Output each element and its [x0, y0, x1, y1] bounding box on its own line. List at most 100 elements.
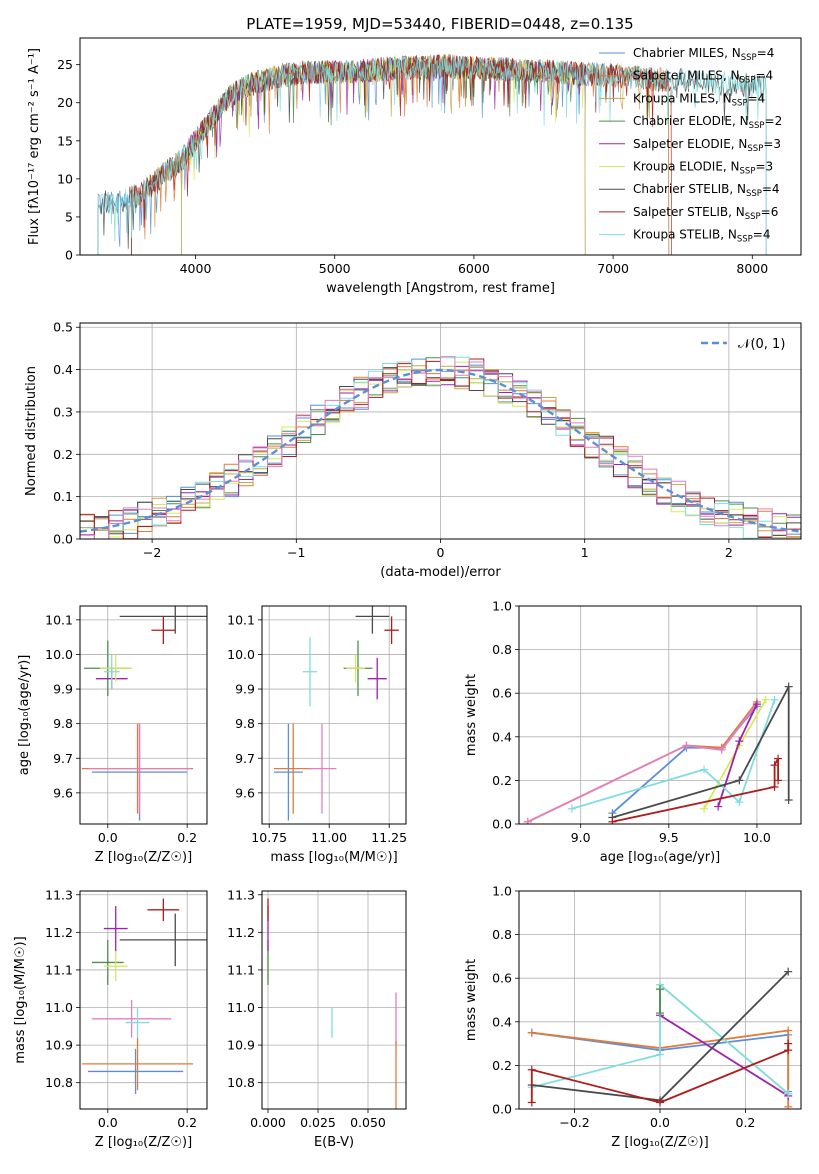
spectrum-legend: Chabrier MILES, NSSP=4 Salpeter MILES, NS… — [599, 46, 782, 245]
y-tick-label: 9.8 — [53, 716, 73, 731]
y-tick-label: 10.0 — [45, 647, 73, 662]
legend-label: Chabrier MILES, NSSP=4 — [633, 46, 774, 63]
axes-frame — [518, 605, 802, 825]
legend-label-tail: =4 — [748, 91, 766, 105]
y-axis-label: Normed distribution — [24, 366, 39, 496]
x-tick-label: 0.050 — [350, 1115, 386, 1130]
legend-label-sub: SSP — [741, 53, 757, 63]
plot-area — [523, 682, 793, 824]
x-tick-label: 0.2 — [177, 1115, 197, 1130]
x-axis-label: age [log₁₀(age/yr)] — [600, 850, 721, 865]
y-tick-label: 11.3 — [45, 887, 73, 902]
y-tick-label: 0.5 — [53, 320, 73, 335]
y-tick-label: 11.3 — [227, 887, 255, 902]
spectrum-panel: 4000 5000 6000 7000 8000 0 5 10 15 20 25 wavelength… — [27, 37, 802, 296]
plot-area — [81, 606, 207, 821]
histogram-step-9 — [80, 356, 801, 539]
x-tick-label: 0.2 — [177, 830, 197, 845]
x-tick-label: 9.0 — [571, 830, 591, 845]
legend-label: Chabrier ELODIE, NSSP=2 — [633, 114, 782, 131]
mass-weight-line-5 — [571, 699, 776, 810]
y-axis-label: mass weight — [464, 959, 479, 1041]
y-tick-label: 0.6 — [492, 971, 512, 986]
y-tick-label: 10.8 — [227, 1075, 255, 1090]
legend-label: Kroupa STELIB, NSSP=4 — [633, 228, 771, 245]
legend-label-sub: SSP — [732, 98, 748, 108]
plot-area — [274, 606, 399, 821]
legend-label-tail: =3 — [755, 160, 773, 174]
y-tick-label: 0.1 — [53, 489, 73, 504]
y-tick-label: 0.0 — [492, 1102, 512, 1117]
x-tick-label: 2 — [725, 545, 733, 560]
y-tick-label: 0.4 — [492, 729, 512, 744]
legend-label: Salpeter MILES, NSSP=4 — [633, 69, 773, 86]
legend-gauss-label: 𝒩(0, 1) — [738, 337, 785, 352]
legend-label: Salpeter STELIB, NSSP=6 — [633, 205, 778, 222]
legend-label-tail: =4 — [755, 69, 773, 83]
y-tick-label: 9.8 — [235, 716, 255, 731]
y-tick-label: 0.8 — [492, 927, 512, 942]
mass-weight-vs-age-panel: 9.0 9.5 10.0 0.0 0.2 0.4 0.6 0.8 1.0 age [log₁₀(a… — [464, 599, 802, 865]
x-tick-label: 11.25 — [371, 830, 407, 845]
y-tick-label: 0.2 — [53, 447, 73, 462]
residual-histogram-panel: −2 −1 0 1 2 0.0 0.1 0.2 0.3 0.4 0.5 (data-model)/er… — [24, 320, 802, 580]
x-tick-label: 1 — [581, 545, 589, 560]
age-vs-metallicity-panel: 0.0 0.2 9.6 9.7 9.8 9.9 10.0 10.1 Z [log₁₀(Z/Z☉)… — [17, 605, 208, 865]
legend-label: Salpeter ELODIE, NSSP=3 — [633, 137, 781, 154]
y-tick-label: 5 — [65, 209, 73, 224]
x-tick-label: 5000 — [319, 261, 351, 276]
x-tick-label: 4000 — [180, 261, 212, 276]
x-axis-label: E(B-V) — [314, 1135, 354, 1150]
y-axis-label: mass [log₁₀(M/M☉)] — [13, 936, 28, 1063]
y-tick-label: 11.2 — [227, 925, 255, 940]
age-vs-mass-panel: 10.75 11.00 11.25 9.6 9.7 9.8 9.9 10.0 10.1 mass … — [227, 605, 407, 865]
legend-label-sub: SSP — [737, 235, 753, 245]
x-axis-label: Z [log₁₀(Z/Z☉)] — [95, 850, 192, 865]
plot-area — [80, 356, 801, 539]
gaussian-curve — [80, 368, 801, 533]
axes-frame — [261, 605, 407, 825]
y-tick-label: 11.1 — [45, 962, 73, 977]
y-tick-label: 11.1 — [227, 962, 255, 977]
y-tick-label: 1.0 — [492, 884, 512, 899]
plot-area — [97, 54, 767, 255]
y-tick-label: 11.2 — [45, 925, 73, 940]
x-tick-label: 0.0 — [98, 830, 118, 845]
y-tick-label: 10.1 — [45, 612, 73, 627]
mass-vs-ebv-panel: 0.000 0.025 0.050 10.8 10.9 11.0 11.1 11.2 11.3 E… — [227, 887, 407, 1150]
x-tick-label: 10.0 — [743, 830, 771, 845]
axes-frame — [261, 890, 407, 1110]
legend-label-sub: SSP — [745, 212, 761, 222]
x-tick-label: 7000 — [597, 261, 629, 276]
y-tick-label: 9.7 — [53, 751, 73, 766]
y-tick-label: 10.9 — [227, 1038, 255, 1053]
x-tick-label: −2 — [143, 545, 161, 560]
x-axis-label: mass [log₁₀(M/M☉)] — [270, 850, 397, 865]
legend-label-tail: =2 — [765, 114, 783, 128]
mass-weight-line-2 — [527, 703, 758, 823]
axes-frame — [79, 322, 802, 540]
figure-title: PLATE=1959, MJD=53440, FIBERID=0448, z=0… — [246, 15, 633, 33]
y-tick-label: 0 — [65, 248, 73, 263]
legend-label-tail: =3 — [763, 137, 781, 151]
legend-label-tail: =6 — [761, 205, 779, 219]
x-tick-label: 6000 — [458, 261, 490, 276]
legend-label: Kroupa ELODIE, NSSP=3 — [633, 160, 773, 177]
x-axis-label: Z [log₁₀(Z/Z☉)] — [95, 1135, 192, 1150]
y-tick-label: 0.2 — [492, 1058, 512, 1073]
legend-label-tail: =4 — [753, 228, 771, 242]
x-tick-label: 0.0 — [650, 1115, 670, 1130]
x-tick-label: 11.00 — [311, 830, 347, 845]
x-tick-label: 9.5 — [659, 830, 679, 845]
y-tick-label: 0.4 — [53, 362, 73, 377]
axes-frame — [79, 605, 208, 825]
y-tick-label: 9.9 — [235, 682, 255, 697]
x-tick-label: −0.2 — [559, 1115, 589, 1130]
x-tick-label: 10.75 — [251, 830, 287, 845]
x-tick-label: 0.025 — [300, 1115, 336, 1130]
mass-weight-line-4 — [531, 982, 789, 1095]
legend-label-sub: SSP — [746, 189, 762, 199]
plot-area — [267, 898, 397, 1109]
spectrum-line-7 — [131, 54, 672, 255]
